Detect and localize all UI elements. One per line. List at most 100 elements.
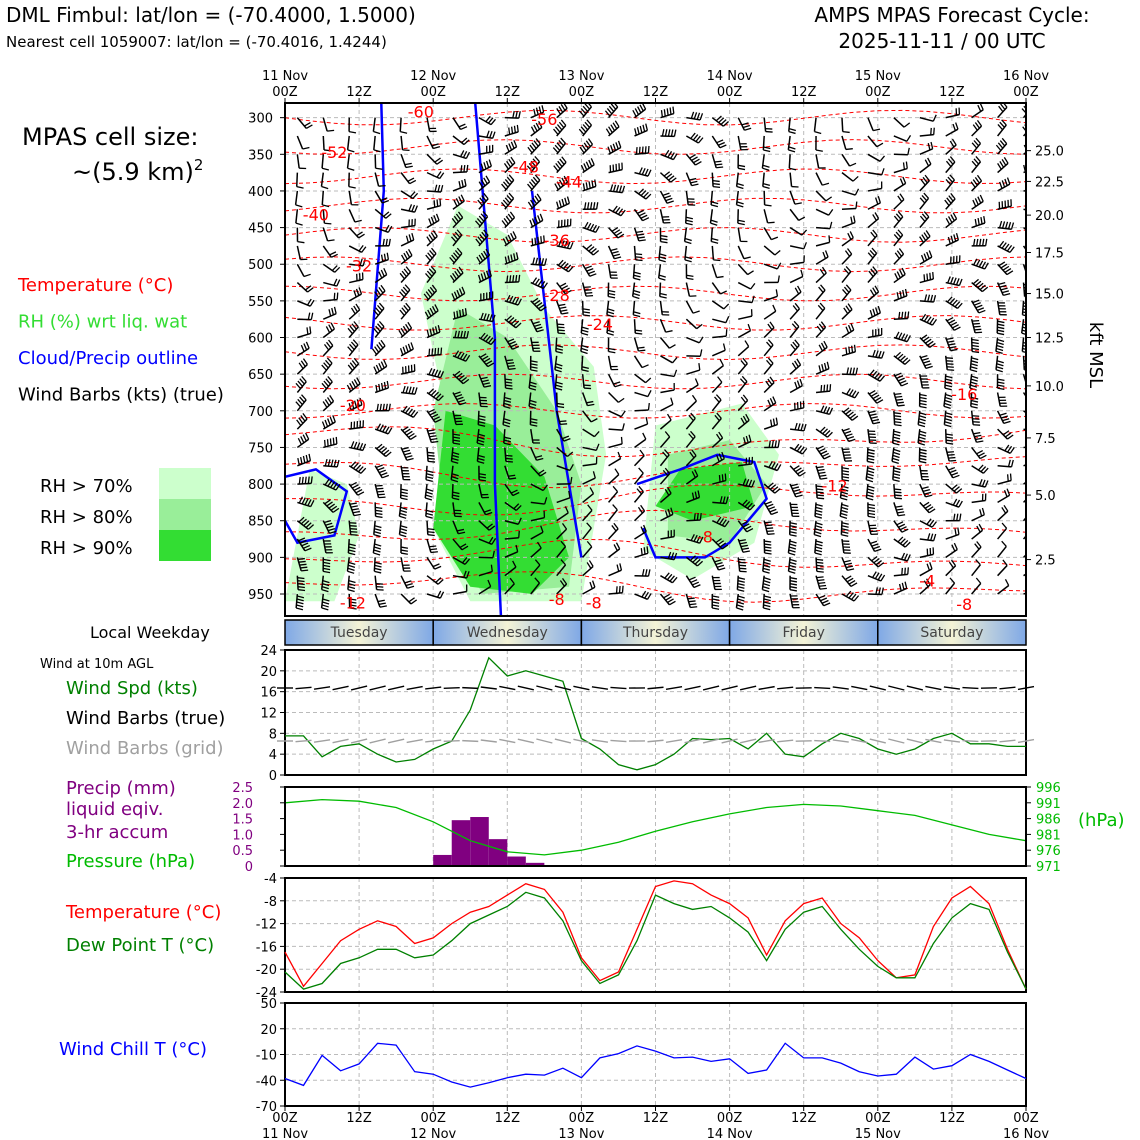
wind-barb-flag: [376, 443, 383, 450]
wind-barb-flag: [666, 573, 673, 581]
wind-barb-staff: [478, 117, 492, 126]
wind-barb-flag: [583, 163, 588, 171]
wind-barb-flag: [997, 163, 1002, 170]
wind-barb-true: [906, 685, 924, 691]
wind-barb-flag: [745, 413, 750, 421]
wind-barb-flag: [1009, 473, 1012, 481]
wind-barb-flag: [538, 304, 545, 310]
wind-barb-flag: [558, 140, 565, 147]
wind-barb: [400, 233, 415, 247]
wind-barb-flag: [321, 382, 328, 390]
wind-barb-true: [777, 686, 794, 690]
wind-barb-flag: [689, 177, 697, 181]
wind-barb-flag: [530, 126, 536, 134]
wind-barb-flag: [841, 488, 849, 492]
wind-barb-staff: [530, 531, 544, 540]
wind-barb-flag: [996, 366, 1004, 370]
wind-barb: [423, 284, 438, 302]
wind-barb-flag: [978, 452, 985, 457]
wind-barb-flag: [1022, 308, 1026, 311]
wind-barb: [893, 211, 904, 229]
wind-barb-flag: [797, 285, 802, 293]
wind-barb-flag: [998, 105, 1004, 113]
wind-barb-flag: [744, 525, 752, 531]
wind-barb-flag: [510, 254, 513, 262]
wind-barb: [554, 175, 569, 192]
wind-barb-flag: [453, 291, 458, 299]
wind-barb: [504, 274, 521, 284]
wind-barb-flag: [507, 365, 515, 368]
wind-barb: [581, 374, 592, 390]
wind-barb: [686, 533, 704, 544]
weekday-cell: [580, 619, 731, 646]
wind-barb: [348, 287, 363, 302]
wind-barb-staff: [582, 477, 596, 485]
wind-barb-flag: [427, 457, 435, 460]
wind-barb-flag: [767, 378, 773, 386]
wind-barb-flag: [794, 443, 800, 451]
wind-barb-flag: [715, 394, 722, 401]
wind-barb: [737, 375, 748, 393]
temp-legend-text: Dew Point T (°C): [66, 935, 214, 956]
wind-barb-flag: [425, 272, 431, 280]
wind-barb-flag: [423, 293, 429, 300]
wind-barb-flag: [451, 217, 457, 225]
wind-barb: [789, 285, 802, 302]
temperature-contour-label: -44: [556, 172, 582, 191]
wind-barb-staff: [426, 271, 437, 284]
wind-barb-flag: [774, 249, 781, 256]
temperature-contour: [285, 538, 1026, 568]
wind-barb-flag: [536, 302, 543, 308]
wind-barb-flag: [333, 459, 337, 467]
wind-barb-flag: [323, 558, 331, 562]
wind-barb-flag: [373, 534, 381, 538]
wind-barb-flag: [399, 509, 408, 513]
wind-barb-flag: [588, 159, 593, 167]
wind-barb: [348, 461, 367, 474]
wind-barb-flag: [795, 467, 802, 473]
pressure-tick-label: 950: [248, 588, 273, 603]
wind-barb-staff: [660, 355, 673, 364]
wind-barb-flag: [899, 538, 906, 545]
wind-barb: [296, 154, 307, 170]
wind-barb-true: [332, 685, 349, 691]
wind-barb-flag: [865, 479, 874, 483]
wind-barb-flag: [667, 508, 671, 516]
wind-barb-flag: [690, 412, 696, 419]
wind-barb: [347, 321, 359, 339]
wind-barb-grid: [739, 738, 757, 744]
wind-barb-grid: [350, 738, 368, 744]
wind-barb-flag: [407, 408, 413, 415]
wind-barb-flag: [869, 369, 875, 376]
wind-barb-staff: [580, 319, 584, 334]
wind-barb: [400, 218, 416, 229]
wind-barb-flag: [977, 282, 984, 289]
kft-tick-label: 10.0: [1035, 380, 1064, 395]
wind-barb-flag: [796, 358, 802, 366]
wind-barb-staff: [685, 209, 688, 224]
wind-barb-grid: [387, 738, 405, 744]
wind-barb-flag: [948, 343, 956, 346]
wind-barb-flag: [435, 393, 442, 400]
wind-barb-flag: [615, 586, 618, 594]
wind-barb-flag: [323, 564, 331, 568]
wind-barb-flag: [929, 342, 936, 348]
wind-barb-staff: [348, 227, 360, 239]
wind-barb: [634, 590, 652, 601]
wind-barb: [919, 374, 930, 389]
wind-barb: [323, 436, 338, 449]
wind-barb-flag: [456, 396, 464, 401]
wind-barb: [452, 117, 468, 131]
wind-barb-flag: [561, 523, 568, 530]
wind-barb-flag: [556, 181, 562, 189]
wind-barb-flag: [540, 236, 543, 244]
wind-barb: [478, 550, 495, 559]
wind-barb-staff: [608, 473, 620, 485]
wind-barb-flag: [538, 257, 542, 266]
wind-barb-staff: [555, 337, 558, 352]
wind-barb-staff: [321, 190, 325, 205]
wind-barb: [737, 209, 745, 226]
wind-barb-flag: [512, 275, 515, 283]
wind-barb-flag: [1002, 559, 1008, 566]
wind-barb-staff: [997, 564, 1008, 577]
